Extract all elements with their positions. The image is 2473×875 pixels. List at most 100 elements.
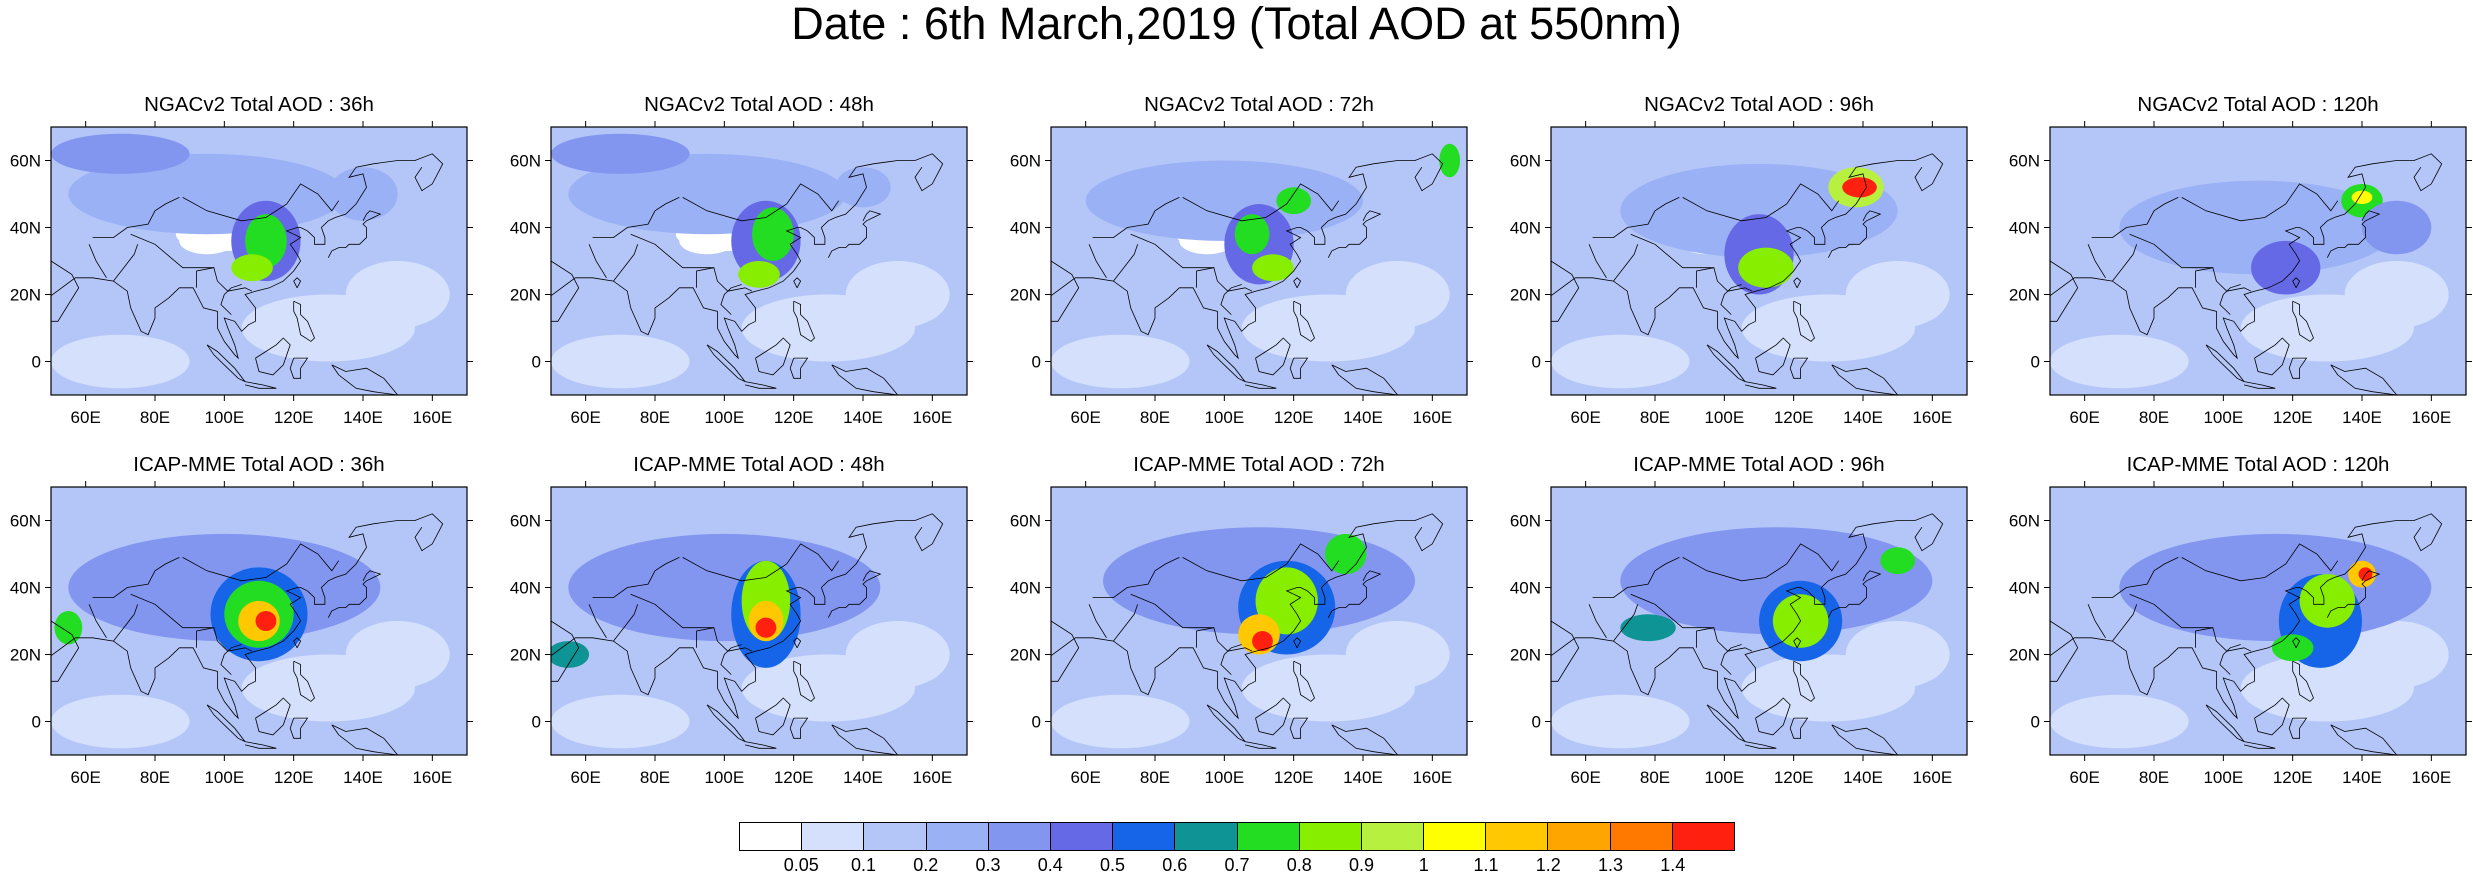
coastline bbox=[1682, 543, 1840, 582]
aod-region bbox=[1252, 631, 1273, 652]
coastline bbox=[327, 210, 382, 258]
lon-tick-label: 160E bbox=[1412, 408, 1452, 427]
lon-tick-label: 60E bbox=[2070, 768, 2100, 787]
coastline bbox=[293, 277, 302, 288]
coastline bbox=[1051, 513, 1444, 720]
lon-tick-label: 80E bbox=[1640, 768, 1670, 787]
coastline bbox=[2292, 300, 2314, 342]
lat-tick-label: 20N bbox=[1510, 286, 1541, 305]
coastline bbox=[1588, 604, 1607, 639]
coastline bbox=[1327, 570, 1382, 618]
coastline bbox=[755, 337, 791, 376]
coastline bbox=[2219, 644, 2241, 675]
lon-tick-label: 80E bbox=[2139, 768, 2169, 787]
lon-tick-label: 80E bbox=[140, 408, 170, 427]
coastline bbox=[113, 244, 139, 282]
map-panel: NGACv2 Total AOD : 72h 60N 40N 20N 0 60E 80E 10… bbox=[1009, 93, 1509, 453]
lon-tick-label: 60E bbox=[571, 768, 601, 787]
aod-region bbox=[1845, 261, 1950, 328]
lat-tick-label: 0 bbox=[1532, 713, 1541, 732]
lat-tick-label: 40N bbox=[1510, 579, 1541, 598]
lat-tick-label: 40N bbox=[510, 219, 541, 238]
aod-region bbox=[231, 254, 273, 282]
coastline bbox=[1255, 337, 1291, 376]
map-panel: ICAP-MME Total AOD : 36h 60N 40N 20N 0 60E 80E… bbox=[9, 453, 509, 813]
coastline bbox=[2087, 604, 2106, 639]
lon-tick-label: 140E bbox=[843, 768, 883, 787]
aod-region bbox=[2271, 634, 2314, 662]
aod-region bbox=[1085, 160, 1363, 241]
lon-tick-label: 120E bbox=[1774, 768, 1814, 787]
map-panel: ICAP-MME Total AOD : 120h 60N 40N 20N 0 60E 80… bbox=[2008, 453, 2473, 813]
coastline bbox=[1793, 660, 1815, 702]
coastline bbox=[1092, 197, 1180, 239]
lon-tick-label: 120E bbox=[1274, 408, 1314, 427]
lon-tick-label: 100E bbox=[2203, 408, 2243, 427]
lon-tick-label: 120E bbox=[274, 408, 314, 427]
panel-title: ICAP-MME Total AOD : 36h bbox=[133, 453, 385, 476]
plot-frame bbox=[1550, 126, 1968, 396]
coastline bbox=[1289, 717, 1309, 739]
lon-tick-label: 120E bbox=[1274, 768, 1314, 787]
aod-region bbox=[2344, 261, 2449, 328]
lon-tick-label: 60E bbox=[71, 408, 101, 427]
lat-tick-label: 0 bbox=[1032, 353, 1041, 372]
lat-tick-label: 60N bbox=[10, 152, 41, 171]
coastline bbox=[551, 513, 944, 720]
coastline bbox=[1613, 244, 1639, 282]
lat-tick-label: 20N bbox=[2009, 286, 2040, 305]
lat-tick-label: 40N bbox=[2009, 219, 2040, 238]
coastline bbox=[220, 644, 242, 675]
aod-region bbox=[245, 214, 287, 268]
coastline bbox=[1696, 267, 1714, 288]
coastline bbox=[1245, 741, 1277, 749]
coastline bbox=[2050, 153, 2443, 360]
lon-tick-label: 80E bbox=[2139, 408, 2169, 427]
colorbar-label: 1.4 bbox=[1660, 855, 1686, 875]
coastline bbox=[293, 300, 315, 342]
lon-tick-label: 60E bbox=[571, 408, 601, 427]
coastline bbox=[1220, 284, 1242, 315]
coastline bbox=[1331, 364, 1399, 395]
lon-tick-label: 60E bbox=[1071, 768, 1101, 787]
coastline bbox=[2129, 593, 2252, 652]
lon-tick-label: 140E bbox=[843, 408, 883, 427]
coastline bbox=[706, 344, 746, 382]
lat-tick-label: 60N bbox=[510, 512, 541, 531]
coastline bbox=[1613, 604, 1639, 642]
coastline bbox=[1789, 717, 1809, 739]
coastline bbox=[1630, 593, 1753, 652]
lat-tick-label: 60N bbox=[1510, 512, 1541, 531]
coastline bbox=[2292, 277, 2301, 288]
colorbar-swatch bbox=[926, 823, 989, 850]
coastline bbox=[1831, 364, 1899, 395]
coastline bbox=[1130, 593, 1253, 652]
aod-map: 60N 40N 20N 0 60E 80E 100E 120E 140E 160E bbox=[1010, 121, 1473, 427]
lon-tick-label: 160E bbox=[912, 768, 952, 787]
coastline bbox=[113, 604, 139, 642]
colorbar-swatch bbox=[864, 823, 927, 850]
coastline bbox=[1696, 627, 1714, 648]
aod-region bbox=[1738, 247, 1794, 288]
panel-title: ICAP-MME Total AOD : 96h bbox=[1633, 453, 1885, 476]
aod-region bbox=[551, 334, 690, 389]
lon-tick-label: 120E bbox=[774, 768, 814, 787]
aod-region bbox=[679, 227, 735, 255]
coastline bbox=[1113, 244, 1139, 282]
coastline bbox=[1720, 284, 1742, 315]
coastline bbox=[196, 627, 214, 648]
plot-frame bbox=[50, 126, 468, 396]
coastline bbox=[1331, 724, 1399, 755]
lon-tick-label: 100E bbox=[1204, 408, 1244, 427]
coastline bbox=[293, 660, 315, 702]
lon-tick-label: 140E bbox=[343, 768, 383, 787]
aod-region bbox=[551, 133, 690, 174]
panel-title: NGACv2 Total AOD : 48h bbox=[644, 93, 874, 116]
coastline bbox=[696, 627, 714, 648]
aod-region bbox=[2251, 240, 2321, 295]
aod-region bbox=[345, 261, 450, 328]
colorbar-label: 0.4 bbox=[1037, 855, 1063, 875]
lat-tick-label: 20N bbox=[510, 646, 541, 665]
coastline bbox=[592, 197, 680, 239]
panel-title: NGACv2 Total AOD : 96h bbox=[1644, 93, 1874, 116]
